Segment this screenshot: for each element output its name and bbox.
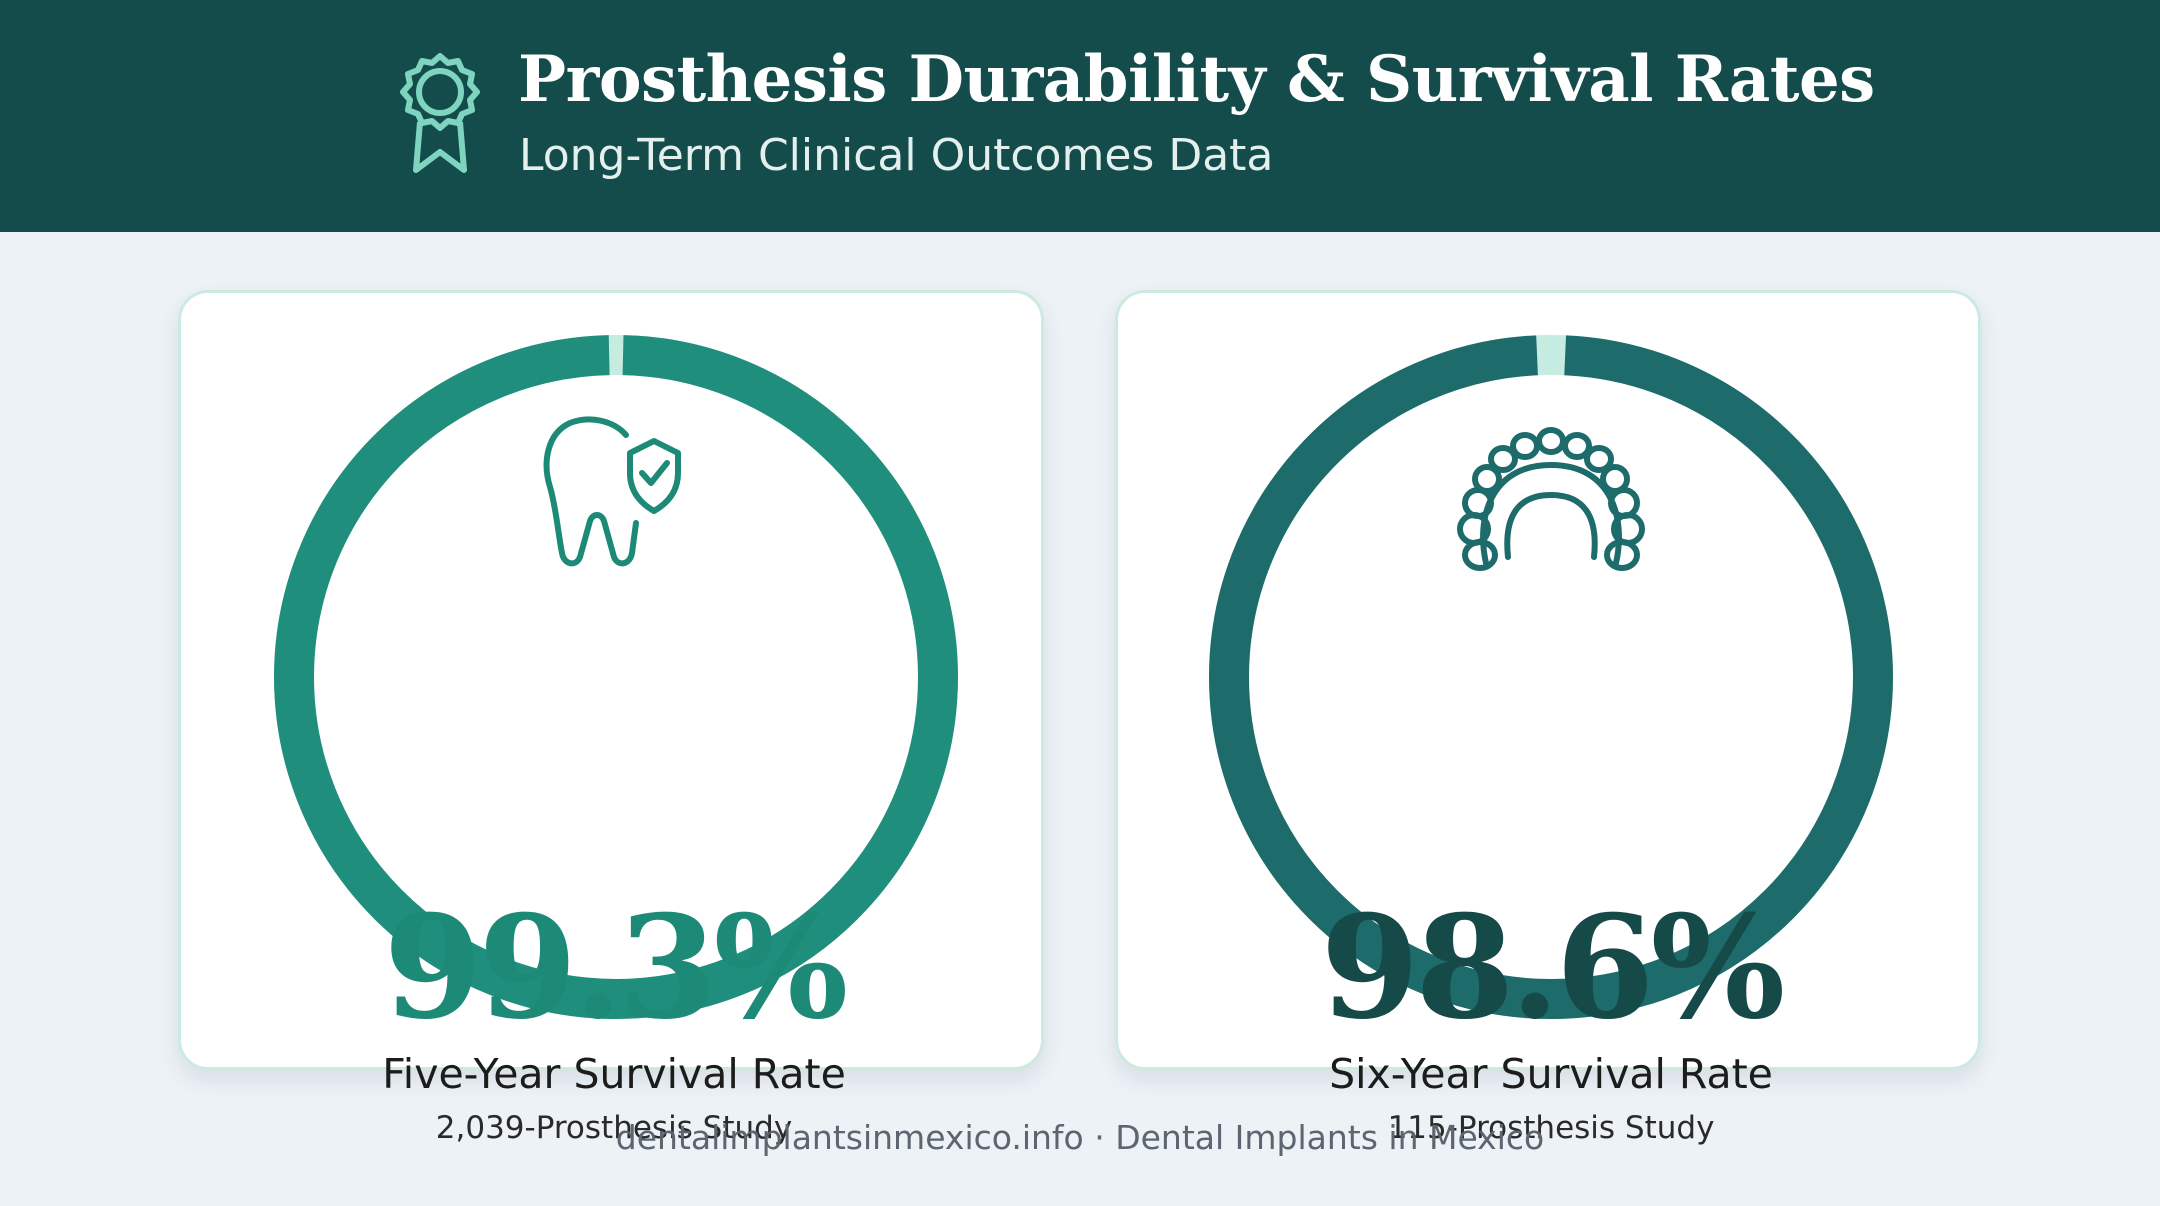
dental-arch-icon [1457, 427, 1645, 571]
survival-card-five-year: 99.3% Five-Year Survival Rate 2,039-Pros… [178, 290, 1044, 1146]
award-ribbon-icon [400, 53, 480, 173]
page-title: Prosthesis Durability & Survival Rates [518, 42, 1875, 117]
footer-source: dentalimplantsinmexico.info · Dental Imp… [615, 1118, 1545, 1157]
donut-chart [1209, 335, 1893, 1019]
study-size-label: 2,039-Prosthesis Study [435, 1110, 793, 1146]
header: Prosthesis Durability & Survival Rates L… [0, 0, 2160, 232]
survival-rate-value: 99.3% [383, 885, 849, 1051]
survival-rate-label: Five-Year Survival Rate [382, 1050, 846, 1098]
donut-chart [274, 335, 958, 1019]
donut-value-arc [1209, 335, 1893, 1019]
page-subtitle: Long-Term Clinical Outcomes Data [519, 130, 1274, 181]
survival-card-six-year: 98.6% Six-Year Survival Rate 115-Prosthe… [1115, 290, 1981, 1146]
survival-rate-value: 98.6% [1320, 885, 1786, 1051]
tooth-shield-icon [543, 416, 681, 567]
study-size-label: 115-Prosthesis Study [1387, 1110, 1715, 1146]
donut-value-arc [274, 335, 958, 1019]
survival-rate-label: Six-Year Survival Rate [1329, 1050, 1773, 1098]
